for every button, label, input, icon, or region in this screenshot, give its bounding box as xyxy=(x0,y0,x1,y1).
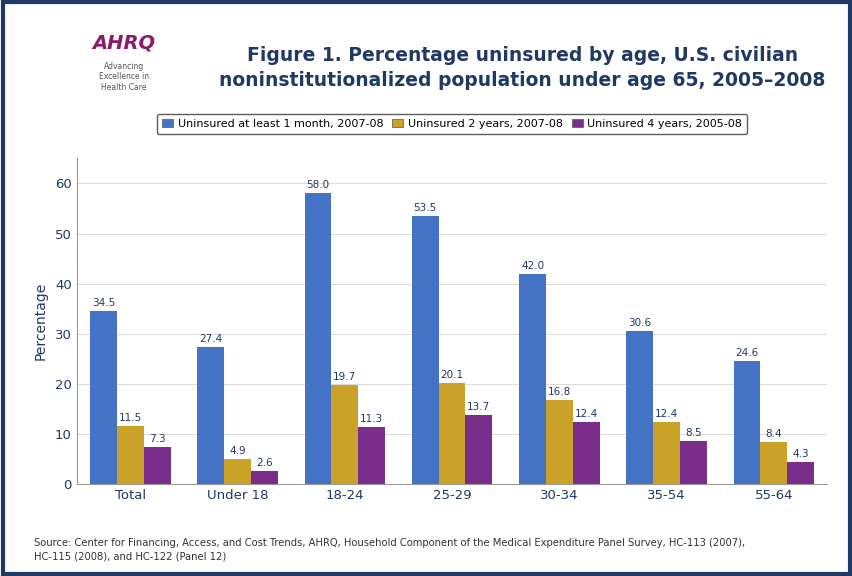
Text: 53.5: 53.5 xyxy=(413,203,436,213)
Bar xyxy=(759,442,786,484)
Text: 13.7: 13.7 xyxy=(467,402,490,412)
Bar xyxy=(358,427,384,484)
Text: Figure 1. Percentage uninsured by age, U.S. civilian
noninstitutionalized popula: Figure 1. Percentage uninsured by age, U… xyxy=(219,46,825,90)
Bar xyxy=(224,459,250,484)
Text: AHRQ: AHRQ xyxy=(92,33,155,52)
Bar xyxy=(733,361,759,484)
Bar xyxy=(545,400,572,484)
Bar xyxy=(90,311,117,484)
Bar xyxy=(653,422,679,484)
Bar xyxy=(625,331,653,484)
Text: 8.4: 8.4 xyxy=(764,429,781,439)
Text: 27.4: 27.4 xyxy=(199,334,222,344)
Bar xyxy=(250,471,278,484)
Text: Source: Center for Financing, Access, and Cost Trends, AHRQ, Household Component: Source: Center for Financing, Access, an… xyxy=(34,539,745,562)
Bar xyxy=(117,426,144,484)
Text: 24.6: 24.6 xyxy=(734,348,757,358)
Text: Advancing
Excellence in
Health Care: Advancing Excellence in Health Care xyxy=(99,62,149,92)
Bar xyxy=(438,383,465,484)
Text: 7.3: 7.3 xyxy=(149,434,165,444)
Text: 16.8: 16.8 xyxy=(547,386,570,397)
FancyBboxPatch shape xyxy=(61,17,186,118)
Text: 19.7: 19.7 xyxy=(333,372,356,382)
Text: 42.0: 42.0 xyxy=(521,260,544,271)
Y-axis label: Percentage: Percentage xyxy=(34,282,48,360)
Bar xyxy=(331,385,358,484)
Bar xyxy=(519,274,545,484)
Text: 2.6: 2.6 xyxy=(256,458,273,468)
Text: 8.5: 8.5 xyxy=(684,429,701,438)
Bar xyxy=(144,448,170,484)
Text: 12.4: 12.4 xyxy=(574,409,597,419)
Text: 4.3: 4.3 xyxy=(792,449,808,459)
Text: 4.9: 4.9 xyxy=(229,446,245,456)
Legend: Uninsured at least 1 month, 2007-08, Uninsured 2 years, 2007-08, Uninsured 4 yea: Uninsured at least 1 month, 2007-08, Uni… xyxy=(157,113,746,134)
Bar xyxy=(679,441,706,484)
Text: 34.5: 34.5 xyxy=(92,298,115,308)
Text: 11.3: 11.3 xyxy=(360,414,383,425)
Bar xyxy=(786,463,813,484)
Bar xyxy=(412,216,438,484)
Text: 58.0: 58.0 xyxy=(306,180,329,191)
Bar xyxy=(572,422,599,484)
Text: 12.4: 12.4 xyxy=(654,409,677,419)
Bar xyxy=(304,194,331,484)
Bar xyxy=(197,347,224,484)
Text: 20.1: 20.1 xyxy=(440,370,463,380)
Bar xyxy=(465,415,492,484)
Text: 30.6: 30.6 xyxy=(627,317,651,328)
Text: 11.5: 11.5 xyxy=(118,413,141,423)
